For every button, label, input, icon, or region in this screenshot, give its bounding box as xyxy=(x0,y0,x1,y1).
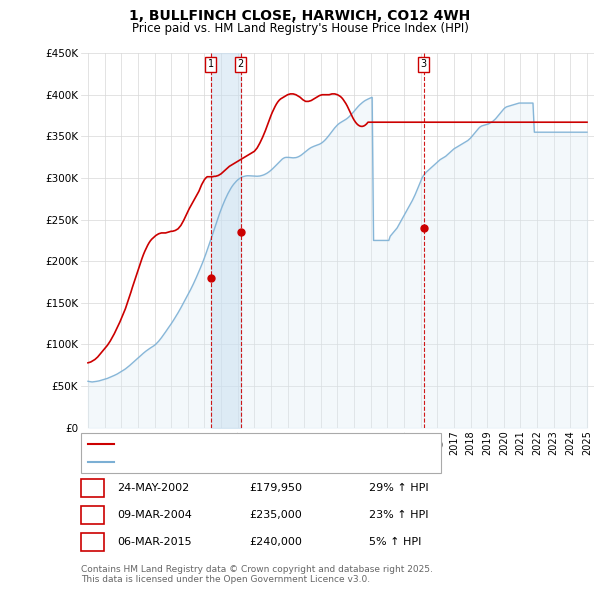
Text: 09-MAR-2004: 09-MAR-2004 xyxy=(117,510,192,520)
Text: 1, BULLFINCH CLOSE, HARWICH, CO12 4WH: 1, BULLFINCH CLOSE, HARWICH, CO12 4WH xyxy=(130,9,470,23)
Text: 1: 1 xyxy=(208,60,214,70)
Text: £240,000: £240,000 xyxy=(249,537,302,547)
Text: 06-MAR-2015: 06-MAR-2015 xyxy=(117,537,191,547)
Text: 29% ↑ HPI: 29% ↑ HPI xyxy=(369,483,428,493)
Text: 24-MAY-2002: 24-MAY-2002 xyxy=(117,483,189,493)
Text: 23% ↑ HPI: 23% ↑ HPI xyxy=(369,510,428,520)
Text: Price paid vs. HM Land Registry's House Price Index (HPI): Price paid vs. HM Land Registry's House … xyxy=(131,22,469,35)
Text: Contains HM Land Registry data © Crown copyright and database right 2025.
This d: Contains HM Land Registry data © Crown c… xyxy=(81,565,433,584)
Text: 5% ↑ HPI: 5% ↑ HPI xyxy=(369,537,421,547)
Text: 2: 2 xyxy=(238,60,244,70)
Text: 2: 2 xyxy=(89,510,96,520)
Text: £235,000: £235,000 xyxy=(249,510,302,520)
Text: 3: 3 xyxy=(89,537,96,547)
Text: 3: 3 xyxy=(421,60,427,70)
Text: £179,950: £179,950 xyxy=(249,483,302,493)
Text: HPI: Average price, detached house, Tendring: HPI: Average price, detached house, Tend… xyxy=(120,457,358,467)
Text: 1: 1 xyxy=(89,483,96,493)
Text: 1, BULLFINCH CLOSE, HARWICH, CO12 4WH (detached house): 1, BULLFINCH CLOSE, HARWICH, CO12 4WH (d… xyxy=(120,440,443,450)
